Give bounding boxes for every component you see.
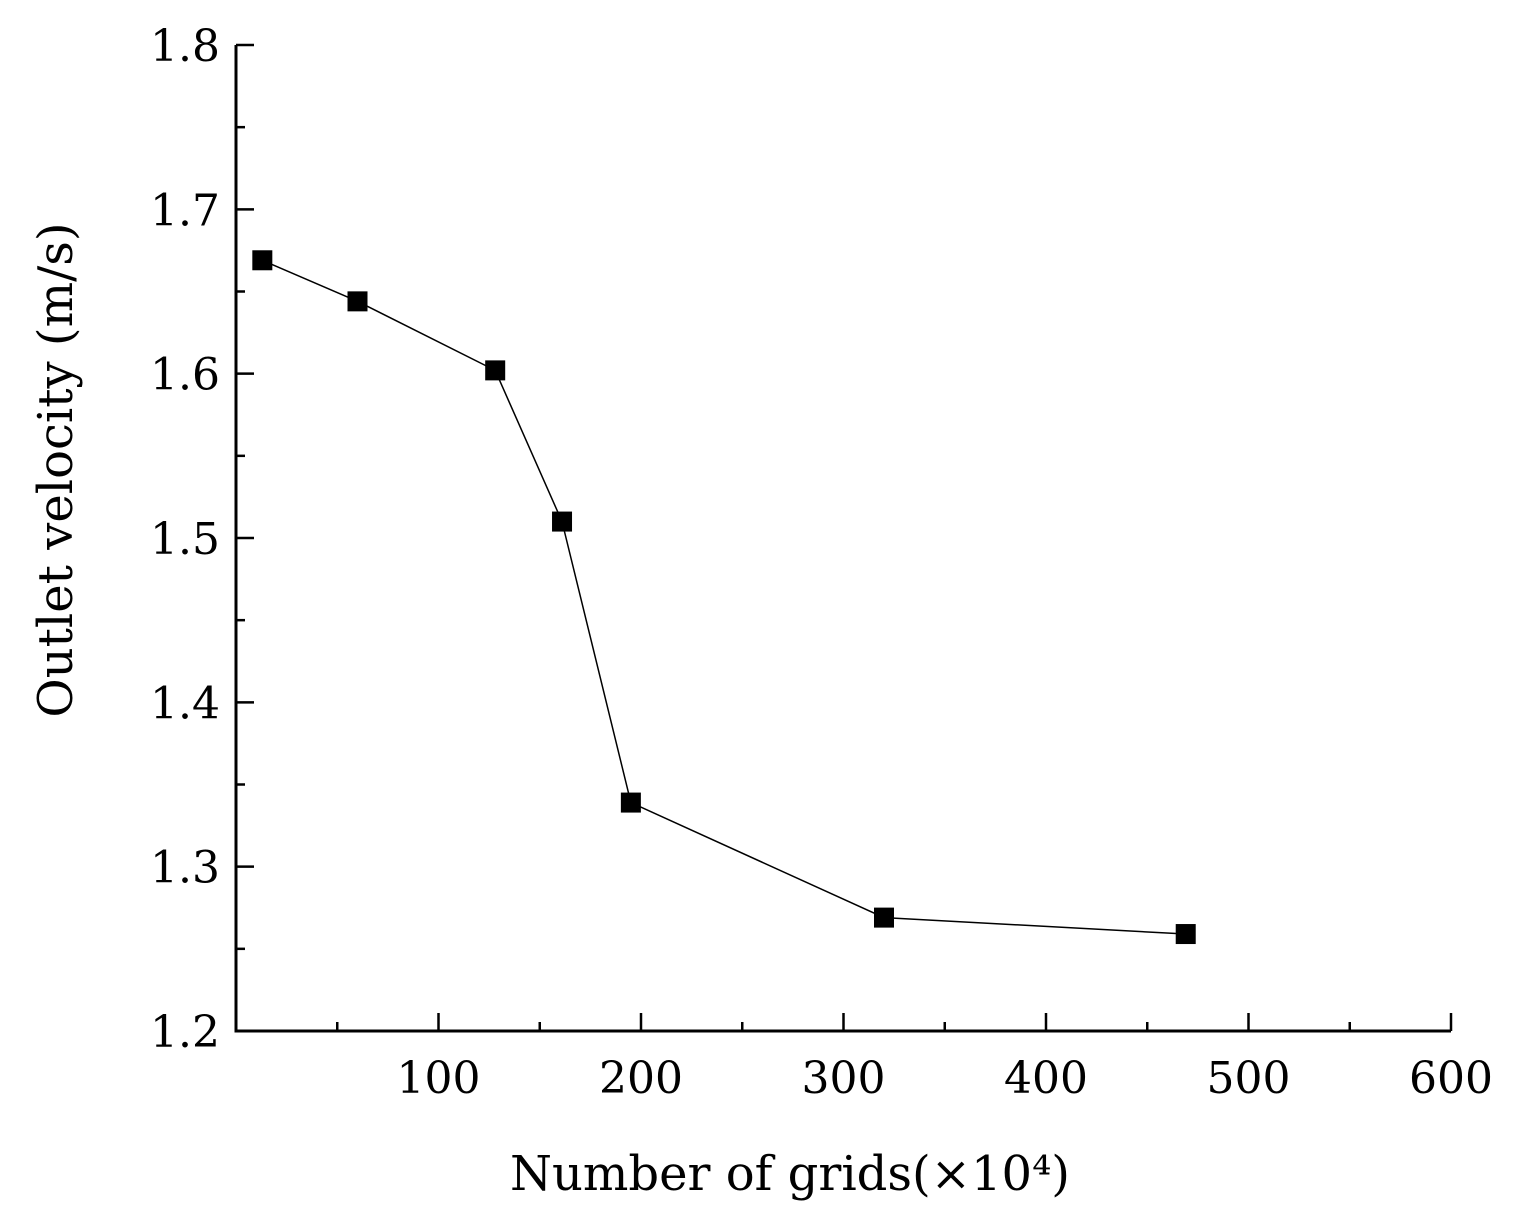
y-axis-label: Outlet velocity (m/s) bbox=[28, 222, 84, 717]
x-axis-label: Number of grids(×10⁴) bbox=[510, 1146, 1070, 1202]
series bbox=[252, 250, 1196, 945]
data-point-marker bbox=[552, 511, 573, 532]
x-tick-label: 200 bbox=[599, 1053, 683, 1104]
x-tick-label: 100 bbox=[397, 1053, 481, 1104]
x-tick-label: 300 bbox=[802, 1053, 886, 1104]
series-line bbox=[262, 259, 1186, 935]
data-point-marker bbox=[620, 792, 641, 813]
data-point-marker bbox=[347, 291, 368, 312]
y-tick-label: 1.6 bbox=[150, 350, 220, 401]
data-point-marker bbox=[1175, 924, 1196, 945]
y-tick-label: 1.8 bbox=[150, 21, 220, 72]
x-tick-label: 500 bbox=[1207, 1053, 1291, 1104]
y-tick-label: 1.3 bbox=[150, 843, 220, 894]
y-tick-label: 1.2 bbox=[150, 1007, 220, 1058]
y-tick-label: 1.7 bbox=[150, 185, 220, 236]
data-point-marker bbox=[485, 360, 506, 381]
data-point-marker bbox=[252, 250, 273, 271]
y-tick-label: 1.4 bbox=[150, 678, 220, 729]
y-tick-label: 1.5 bbox=[150, 514, 220, 565]
x-tick-label: 400 bbox=[1004, 1053, 1088, 1104]
data-point-marker bbox=[874, 907, 894, 928]
axes: 100 200 300 400 500 600 1.2 1.3 1.4 1.5 1.6 1.7 1.8 bbox=[150, 21, 1493, 1104]
x-tick-label: 600 bbox=[1409, 1053, 1493, 1104]
